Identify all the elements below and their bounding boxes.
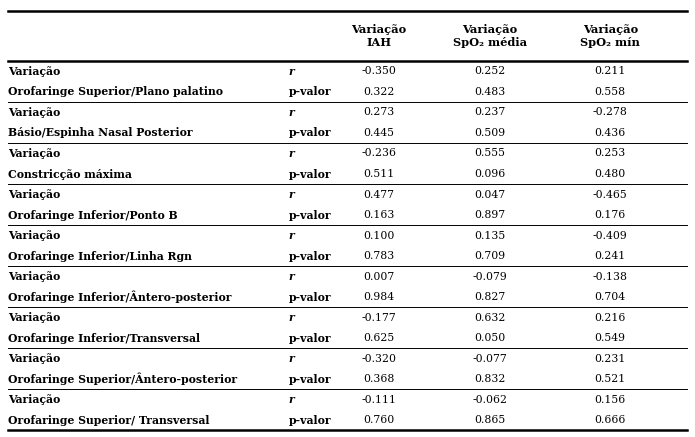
Text: Variação: Variação	[8, 66, 60, 77]
Text: 0.625: 0.625	[363, 333, 394, 343]
Text: -0.465: -0.465	[593, 190, 628, 200]
Text: 0.135: 0.135	[475, 231, 505, 240]
Text: Variação: Variação	[8, 230, 60, 241]
Text: Variação: Variação	[8, 353, 60, 364]
Text: 0.511: 0.511	[363, 169, 394, 179]
Text: 0.509: 0.509	[475, 128, 505, 138]
Text: p-valor: p-valor	[288, 250, 331, 262]
Text: Variação: Variação	[8, 107, 60, 118]
Text: 0.156: 0.156	[595, 395, 626, 405]
Text: p-valor: p-valor	[288, 333, 331, 343]
Text: -0.077: -0.077	[473, 354, 507, 364]
Text: 0.252: 0.252	[475, 66, 505, 76]
Text: 0.231: 0.231	[594, 354, 626, 364]
Text: Variação: Variação	[8, 148, 60, 159]
Text: p-valor: p-valor	[288, 209, 331, 221]
Text: Variação
SpO₂ mín: Variação SpO₂ mín	[580, 24, 640, 48]
Text: r: r	[288, 353, 294, 364]
Text: 0.558: 0.558	[595, 87, 626, 97]
Text: Variação
IAH: Variação IAH	[351, 24, 407, 48]
Text: Orofaringe Inferior/Ponto B: Orofaringe Inferior/Ponto B	[8, 209, 178, 221]
Text: -0.278: -0.278	[593, 108, 628, 118]
Text: Orofaringe Inferior/Ântero-posterior: Orofaringe Inferior/Ântero-posterior	[8, 291, 232, 303]
Text: 0.273: 0.273	[363, 108, 394, 118]
Text: 0.322: 0.322	[363, 87, 395, 97]
Text: p-valor: p-valor	[288, 374, 331, 385]
Text: 0.709: 0.709	[475, 251, 505, 261]
Text: Variação: Variação	[8, 189, 60, 200]
Text: 0.666: 0.666	[594, 415, 626, 425]
Text: r: r	[288, 230, 294, 241]
Text: 0.216: 0.216	[594, 312, 626, 323]
Text: 0.984: 0.984	[363, 292, 394, 302]
Text: -0.350: -0.350	[361, 66, 396, 76]
Text: 0.047: 0.047	[475, 190, 505, 200]
Text: -0.138: -0.138	[593, 271, 628, 281]
Text: 0.865: 0.865	[475, 415, 505, 425]
Text: 0.436: 0.436	[595, 128, 626, 138]
Text: r: r	[288, 148, 294, 159]
Text: 0.632: 0.632	[474, 312, 506, 323]
Text: p-valor: p-valor	[288, 291, 331, 302]
Text: 0.445: 0.445	[363, 128, 394, 138]
Text: 0.007: 0.007	[363, 271, 394, 281]
Text: -0.177: -0.177	[361, 312, 396, 323]
Text: 0.176: 0.176	[595, 210, 626, 220]
Text: Básio/Espinha Nasal Posterior: Básio/Espinha Nasal Posterior	[8, 128, 193, 139]
Text: 0.096: 0.096	[475, 169, 505, 179]
Text: -0.320: -0.320	[361, 354, 396, 364]
Text: Constricção máxima: Constricção máxima	[8, 169, 132, 180]
Text: r: r	[288, 394, 294, 405]
Text: p-valor: p-valor	[288, 87, 331, 97]
Text: r: r	[288, 271, 294, 282]
Text: 0.237: 0.237	[475, 108, 505, 118]
Text: 0.480: 0.480	[595, 169, 626, 179]
Text: p-valor: p-valor	[288, 128, 331, 139]
Text: -0.111: -0.111	[361, 395, 396, 405]
Text: 0.241: 0.241	[595, 251, 626, 261]
Text: 0.253: 0.253	[595, 149, 626, 159]
Text: Orofaringe Inferior/Transversal: Orofaringe Inferior/Transversal	[8, 333, 200, 343]
Text: Variação: Variação	[8, 312, 60, 323]
Text: r: r	[288, 312, 294, 323]
Text: p-valor: p-valor	[288, 169, 331, 180]
Text: -0.409: -0.409	[593, 231, 628, 240]
Text: r: r	[288, 189, 294, 200]
Text: 0.783: 0.783	[363, 251, 394, 261]
Text: -0.236: -0.236	[361, 149, 396, 159]
Text: -0.079: -0.079	[473, 271, 507, 281]
Text: Orofaringe Superior/Ântero-posterior: Orofaringe Superior/Ântero-posterior	[8, 373, 238, 385]
Text: 0.100: 0.100	[363, 231, 395, 240]
Text: p-valor: p-valor	[288, 415, 331, 426]
Text: 0.521: 0.521	[595, 374, 626, 384]
Text: 0.704: 0.704	[595, 292, 626, 302]
Text: 0.760: 0.760	[363, 415, 394, 425]
Text: r: r	[288, 66, 294, 77]
Text: 0.827: 0.827	[475, 292, 505, 302]
Text: Variação: Variação	[8, 394, 60, 405]
Text: Orofaringe Superior/Plano palatino: Orofaringe Superior/Plano palatino	[8, 87, 223, 97]
Text: 0.832: 0.832	[474, 374, 506, 384]
Text: Orofaringe Superior/ Transversal: Orofaringe Superior/ Transversal	[8, 415, 210, 426]
Text: Orofaringe Inferior/Linha Rgn: Orofaringe Inferior/Linha Rgn	[8, 250, 193, 262]
Text: 0.050: 0.050	[475, 333, 505, 343]
Text: 0.477: 0.477	[363, 190, 394, 200]
Text: Variação: Variação	[8, 271, 60, 282]
Text: 0.549: 0.549	[595, 333, 626, 343]
Text: 0.897: 0.897	[475, 210, 505, 220]
Text: 0.555: 0.555	[475, 149, 505, 159]
Text: 0.163: 0.163	[363, 210, 395, 220]
Text: r: r	[288, 107, 294, 118]
Text: -0.062: -0.062	[473, 395, 507, 405]
Text: 0.483: 0.483	[475, 87, 505, 97]
Text: 0.211: 0.211	[594, 66, 626, 76]
Text: 0.368: 0.368	[363, 374, 395, 384]
Text: Variação
SpO₂ média: Variação SpO₂ média	[453, 24, 527, 48]
